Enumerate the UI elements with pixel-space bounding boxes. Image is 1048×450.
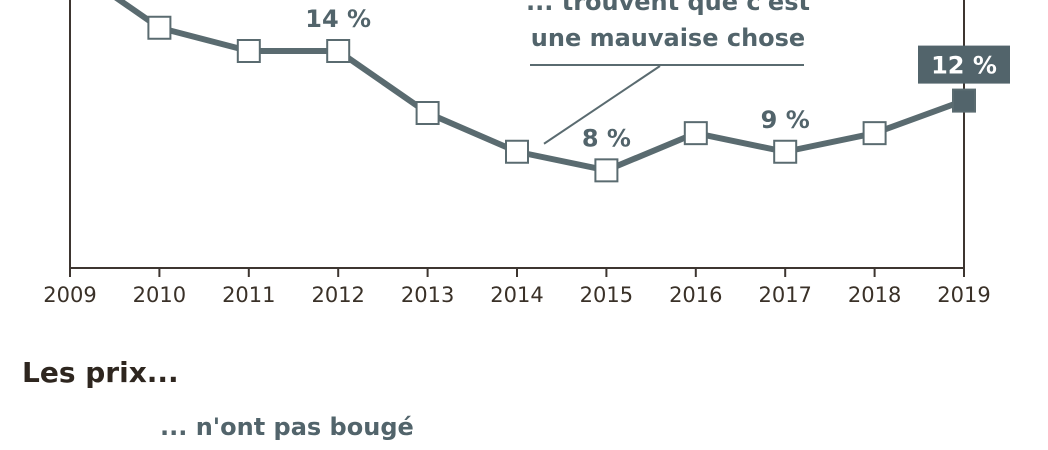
x-tick-label-2017: 2017 bbox=[758, 283, 811, 307]
data-label-2015: 8 % bbox=[582, 124, 631, 152]
chart-annotation: ... trouvent que c'est une mauvaise chose bbox=[526, 0, 810, 145]
data-point-2010 bbox=[147, 15, 172, 40]
section-subtitle: ... n'ont pas bougé bbox=[160, 413, 414, 441]
x-tick-label-2016: 2016 bbox=[669, 283, 722, 307]
x-tick-label-2011: 2011 bbox=[222, 283, 275, 307]
data-point-2018 bbox=[862, 121, 887, 146]
x-tick-label-2009: 2009 bbox=[43, 283, 96, 307]
x-tick-label-2010: 2010 bbox=[133, 283, 186, 307]
data-point-2016 bbox=[683, 121, 708, 146]
x-tick-label-2013: 2013 bbox=[401, 283, 454, 307]
chart-data-labels: 14 % 8 % 9 % 12 % bbox=[305, 5, 1010, 152]
section-title: Les prix... bbox=[22, 356, 179, 389]
data-label-badge bbox=[918, 45, 1010, 84]
data-point-2014 bbox=[505, 139, 529, 164]
data-point-2012 bbox=[326, 39, 351, 63]
x-tick-label-2012: 2012 bbox=[311, 283, 364, 307]
data-point-2011 bbox=[236, 39, 261, 63]
data-point-2015 bbox=[594, 158, 619, 183]
annotation-text-line: une mauvaise chose bbox=[531, 24, 805, 52]
x-tick-label-2014: 2014 bbox=[490, 283, 543, 307]
data-label-2017: 9 % bbox=[761, 106, 810, 134]
annotation-leader bbox=[543, 65, 661, 145]
x-tick-label-2018: 2018 bbox=[848, 283, 901, 307]
data-label-2019: 12 % bbox=[931, 52, 997, 80]
data-point-2013 bbox=[415, 101, 440, 125]
annotation-text-line: ... trouvent que c'est bbox=[526, 0, 810, 16]
x-tick-label-2019: 2019 bbox=[937, 283, 990, 307]
data-label-2012: 14 % bbox=[305, 5, 371, 33]
chart-axes bbox=[69, 0, 965, 277]
chart-x-ticks: 2009 2010 2011 2012 2013 2014 2015 2016 2017 2018… bbox=[43, 283, 990, 307]
x-tick-label-2015: 2015 bbox=[580, 283, 633, 307]
data-point-2019 bbox=[952, 88, 976, 113]
data-point-2017 bbox=[773, 139, 798, 164]
chart-series bbox=[114, 0, 976, 183]
